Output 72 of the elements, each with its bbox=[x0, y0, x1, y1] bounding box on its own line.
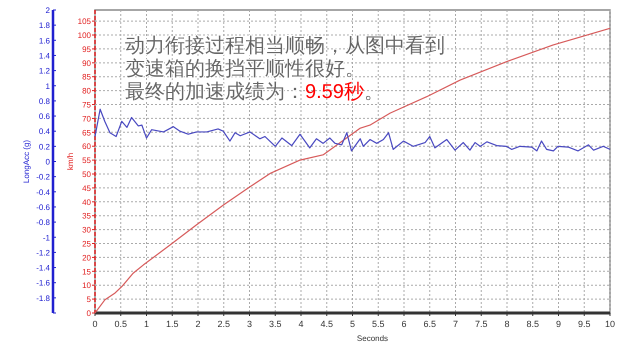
y-tick-label: 40 bbox=[82, 198, 92, 207]
x-tick-label: 2 bbox=[195, 319, 201, 329]
x-tick-label: 9.5 bbox=[578, 319, 591, 329]
y2-tick-label: -1.8 bbox=[36, 294, 51, 303]
y2-tick-label: 1.2 bbox=[38, 66, 51, 76]
y-tick-label: 15 bbox=[82, 267, 92, 276]
y-tick-label: 0 bbox=[86, 309, 92, 318]
y-tick-label: 95 bbox=[82, 44, 92, 54]
x-tick-label: 5.5 bbox=[372, 319, 385, 329]
y-tick-label: 105 bbox=[78, 17, 92, 26]
y2-tick-label: -0.6 bbox=[36, 202, 51, 212]
y2-tick-label: 0.2 bbox=[38, 142, 51, 152]
y2-tick-label: 2 bbox=[46, 6, 51, 15]
x-tick-label: 6 bbox=[401, 319, 407, 329]
y-tick-label: 20 bbox=[82, 253, 92, 262]
y-tick-label: 60 bbox=[82, 142, 92, 152]
y2-tick-label: 1.6 bbox=[38, 36, 51, 46]
y2-tick-label: 1 bbox=[46, 82, 51, 91]
y-tick-label: 5 bbox=[86, 295, 92, 304]
x-tick-label: 7 bbox=[452, 319, 458, 329]
x-tick-label: 7.5 bbox=[474, 319, 488, 329]
y-tick-label: 65 bbox=[82, 128, 92, 138]
x-tick-label: 5 bbox=[350, 319, 356, 329]
y2-tick-label: -1.2 bbox=[36, 248, 51, 258]
line-series bbox=[94, 108, 611, 152]
x-tick-label: 4 bbox=[298, 319, 304, 329]
y-tick-label: 50 bbox=[82, 170, 92, 180]
y2-tick-label: 0 bbox=[46, 158, 51, 166]
y2-tick-label: -0.8 bbox=[36, 218, 51, 228]
y2-tick-label: 0.6 bbox=[38, 112, 51, 122]
y-tick-label: 90 bbox=[82, 58, 92, 68]
x-tick-label: 3 bbox=[246, 319, 252, 329]
x-tick-label: 10 bbox=[604, 319, 616, 329]
y-tick-label: 80 bbox=[82, 86, 92, 96]
annotation: 9.59秒 bbox=[305, 81, 364, 103]
y2-tick-label: -1 bbox=[42, 233, 51, 242]
y-tick-label: 70 bbox=[82, 114, 92, 124]
y2-tick-label: 0.8 bbox=[38, 96, 51, 106]
y-tick-label: 10 bbox=[82, 281, 92, 290]
x-tick-label: 1.5 bbox=[166, 319, 179, 329]
y2-tick-label: 1.8 bbox=[38, 21, 51, 30]
y2-tick-label: -1.4 bbox=[36, 264, 51, 273]
x-tick-label: 3.5 bbox=[268, 319, 282, 329]
x-tick-label: 9 bbox=[556, 319, 562, 329]
x-tick-label: 1 bbox=[144, 319, 150, 329]
y-tick-label: 85 bbox=[82, 72, 92, 82]
y-tick-label: 55 bbox=[82, 156, 92, 166]
annotation: 动力衔接过程相当顺畅，从图中看到 bbox=[125, 35, 445, 57]
y2-axis-title: LongAcc (g) bbox=[22, 140, 31, 184]
annotation: 最终的加速成绩为： bbox=[125, 81, 305, 103]
x-tick-label: 8 bbox=[504, 319, 510, 329]
y-tick-label: 25 bbox=[82, 240, 92, 249]
x-tick-label: 2.5 bbox=[217, 319, 230, 329]
y-tick-label: 30 bbox=[82, 226, 92, 235]
y-tick-label: 100 bbox=[78, 31, 92, 40]
y2-tick-label: 1.4 bbox=[38, 51, 51, 60]
y2-tick-label: -1.6 bbox=[36, 278, 51, 288]
annotation: 变速箱的换挡平顺性很好。 bbox=[125, 58, 365, 80]
y2-tick-label: -0.4 bbox=[36, 188, 51, 197]
x-tick-label: 0.5 bbox=[114, 319, 128, 329]
y-tick-label: 35 bbox=[82, 212, 92, 221]
x-tick-label: 8.5 bbox=[526, 319, 540, 329]
y-tick-label: 45 bbox=[82, 184, 92, 193]
y-tick-label: 75 bbox=[82, 100, 92, 110]
line-series bbox=[94, 28, 611, 314]
y2-tick-label: 0.4 bbox=[38, 127, 51, 136]
y2-tick-label: -0.2 bbox=[36, 172, 51, 182]
annotation: 。 bbox=[364, 81, 384, 103]
x-tick-label: 4.5 bbox=[320, 319, 334, 329]
x-axis-title: Seconds bbox=[356, 334, 388, 343]
x-tick-label: 6.5 bbox=[423, 319, 436, 329]
y-axis-title: km/h bbox=[66, 152, 75, 170]
